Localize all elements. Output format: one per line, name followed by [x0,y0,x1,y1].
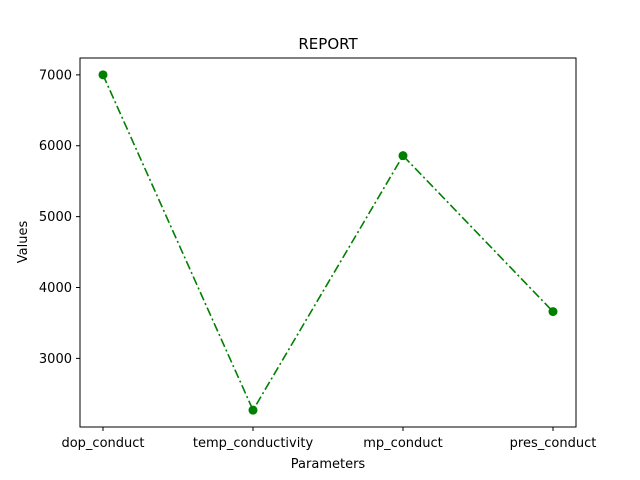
x-tick-label: dop_conduct [61,436,144,451]
y-tick-label: 7000 [39,68,72,83]
plot-area [79,57,577,428]
y-tick-label: 6000 [39,139,72,154]
chart-title: REPORT [298,35,358,53]
data-point [398,151,408,161]
x-tick-label: pres_conduct [510,436,597,451]
x-axis-label: Parameters [291,457,366,472]
y-tick-label: 3000 [39,352,72,367]
y-tick-label: 4000 [39,281,72,296]
series-layer [98,70,558,415]
x-axis-ticks: dop_conduct temp_conductivity mp_conduct pr… [61,427,596,451]
y-tick-label: 5000 [39,210,72,225]
data-point [98,70,108,80]
data-point [548,307,558,317]
series-line [102,74,554,412]
x-tick-label: temp_conductivity [193,436,314,451]
y-axis-label: Values [16,221,31,264]
y-axis-ticks: 3000 4000 5000 6000 7000 [39,68,80,367]
x-tick-label: mp_conduct [363,436,443,451]
data-point [248,405,258,415]
